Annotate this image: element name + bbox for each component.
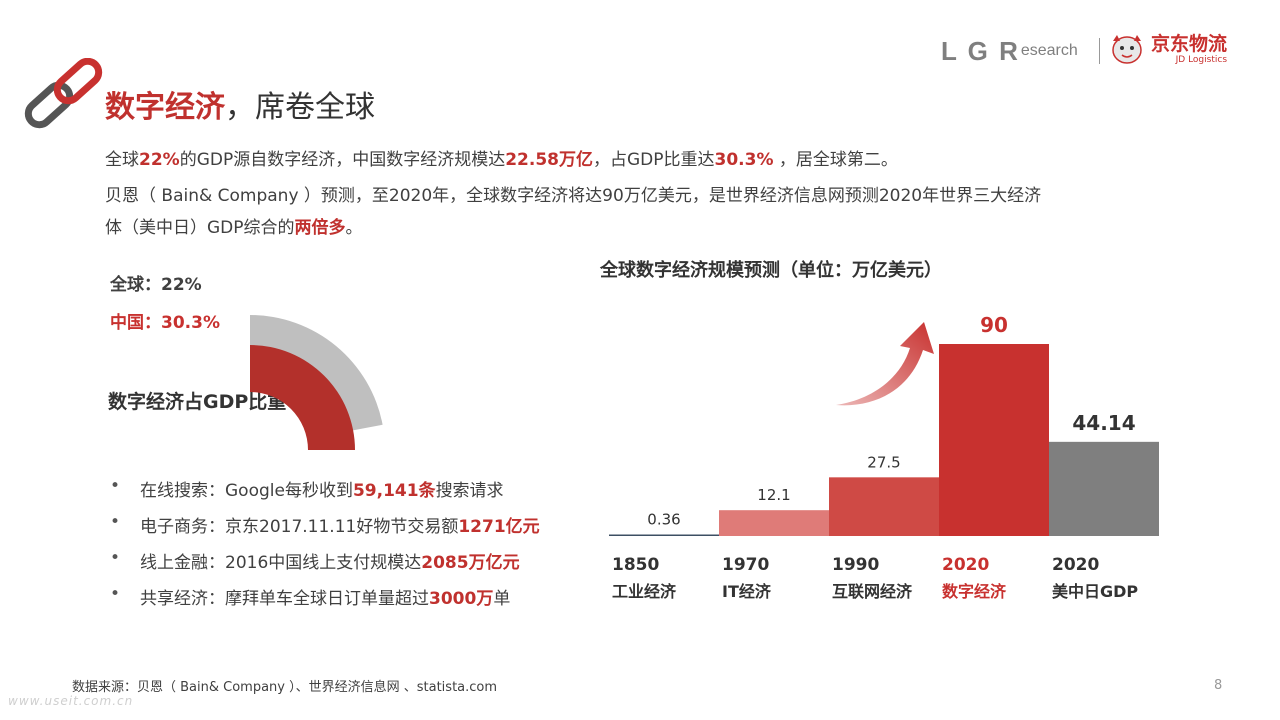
bullet-item: 电子商务：京东2017.11.11好物节交易额1271亿元 bbox=[110, 512, 540, 548]
category-sublabel: 工业经济 bbox=[612, 582, 677, 601]
intro-line-2b-plain: 体（美中日）GDP综合的 bbox=[105, 218, 295, 238]
category-year-label: 2020 bbox=[1052, 555, 1099, 575]
logr-logo: L G R esearch bbox=[941, 34, 1078, 68]
growth-arrow-icon bbox=[836, 322, 934, 406]
bullet-bold: 3000万 bbox=[429, 589, 494, 609]
logr-research: esearch bbox=[1020, 42, 1078, 59]
bullet-item: 线上金融：2016中国线上支付规模达2085万亿元 bbox=[110, 548, 540, 584]
intro-line-2b-bold: 两倍多 bbox=[294, 218, 346, 238]
bullet-plain: 电子商务：京东2017.11.11好物节交易额 bbox=[140, 517, 459, 537]
jd-logo-text: 京东物流 bbox=[1151, 33, 1228, 55]
page-title: 数字经济，席卷全球 bbox=[105, 82, 375, 126]
bullet-item: 在线搜索：Google每秒收到59,141条搜索请求 bbox=[110, 476, 540, 512]
bar-value-label: 90 bbox=[980, 313, 1008, 337]
source-note: 数据来源：贝恩（ Bain& Company ）、世界经济信息网 、statis… bbox=[72, 680, 498, 695]
category-sublabel: 数字经济 bbox=[942, 582, 1007, 601]
logr-letters: L G R bbox=[941, 35, 1020, 66]
intro-text: 全球 bbox=[105, 150, 139, 170]
share-caption: 数字经济占GDP比重 bbox=[108, 391, 287, 413]
bar-3 bbox=[939, 344, 1049, 536]
share-china-label: 中国：30.3% bbox=[110, 313, 220, 333]
bullet-plain: 共享经济：摩拜单车全球日订单量超过 bbox=[140, 589, 429, 609]
bar-2 bbox=[829, 477, 939, 536]
intro-text: ，占GDP比重达 bbox=[593, 150, 715, 170]
intro-text: ，居全球第二。 bbox=[773, 150, 898, 170]
jd-dog-icon bbox=[1107, 33, 1147, 67]
share-arcs bbox=[250, 315, 383, 450]
bullet-list: 在线搜索：Google每秒收到59,141条搜索请求电子商务：京东2017.11… bbox=[110, 476, 540, 620]
bar-value-label: 0.36 bbox=[647, 511, 680, 529]
intro-highlight: 22.58万亿 bbox=[505, 150, 593, 170]
bar-1 bbox=[719, 510, 829, 536]
bar-4 bbox=[1049, 441, 1159, 536]
category-year-label: 1970 bbox=[722, 555, 769, 575]
intro-highlight: 30.3% bbox=[714, 150, 774, 170]
chart-title: 全球数字经济规模预测（单位：万亿美元） bbox=[600, 260, 942, 281]
category-sublabel: 互联网经济 bbox=[832, 582, 913, 601]
intro-highlight: 22% bbox=[139, 150, 180, 170]
intro-line-2b-end: 。 bbox=[345, 218, 363, 238]
share-global-label: 全球：22% bbox=[110, 275, 202, 295]
bar-value-label: 27.5 bbox=[867, 453, 900, 471]
category-sublabel: IT经济 bbox=[722, 582, 772, 601]
category-year-label: 1990 bbox=[832, 555, 879, 575]
china-share-arc bbox=[250, 345, 355, 450]
category-year-label: 2020 bbox=[942, 555, 989, 575]
category-year-label: 1850 bbox=[612, 555, 659, 575]
bullet-bold: 1271亿元 bbox=[458, 517, 540, 537]
bullet-plain: 线上金融：2016中国线上支付规模达 bbox=[140, 553, 422, 573]
page-number: 8 bbox=[1214, 678, 1223, 693]
category-sublabel: 美中日GDP bbox=[1052, 582, 1138, 601]
intro-line-2b: 体（美中日）GDP综合的两倍多。 bbox=[105, 213, 363, 238]
intro-text: 的GDP源自数字经济，中国数字经济规模达 bbox=[179, 150, 506, 170]
bar-value-label: 12.1 bbox=[757, 486, 790, 504]
intro-line-2a: 贝恩（ Bain& Company ）预测，至2020年，全球数字经济将达90万… bbox=[105, 186, 1042, 206]
jd-logo: 京东物流 JD Logistics bbox=[1151, 33, 1227, 65]
bullet-bold: 59,141条 bbox=[352, 481, 436, 501]
bullet-bold: 2085万亿元 bbox=[421, 553, 520, 573]
bullet-end: 搜索请求 bbox=[435, 481, 504, 501]
bullet-plain: 在线搜索：Google每秒收到 bbox=[140, 481, 353, 501]
watermark: www.useit.com.cn bbox=[8, 694, 134, 708]
page-title-rest: ，席卷全球 bbox=[225, 90, 375, 125]
bar-0 bbox=[609, 534, 719, 536]
jd-logo-sub: JD Logistics bbox=[1175, 55, 1228, 65]
chain-link-icon bbox=[22, 57, 106, 138]
bar-value-label: 44.14 bbox=[1072, 411, 1135, 435]
bar-chart: 0.36 1850 工业经济 12.1 1970 IT经济 27.5 1990 互联网经济 90 2… bbox=[609, 313, 1159, 601]
page-title-bold: 数字经济 bbox=[105, 90, 225, 125]
logo-divider bbox=[1099, 38, 1100, 64]
bullet-item: 共享经济：摩拜单车全球日订单量超过3000万单 bbox=[110, 584, 540, 620]
intro-line-1: 全球22%的GDP源自数字经济，中国数字经济规模达22.58万亿，占GDP比重达… bbox=[105, 145, 898, 170]
bullet-end: 单 bbox=[493, 589, 511, 609]
